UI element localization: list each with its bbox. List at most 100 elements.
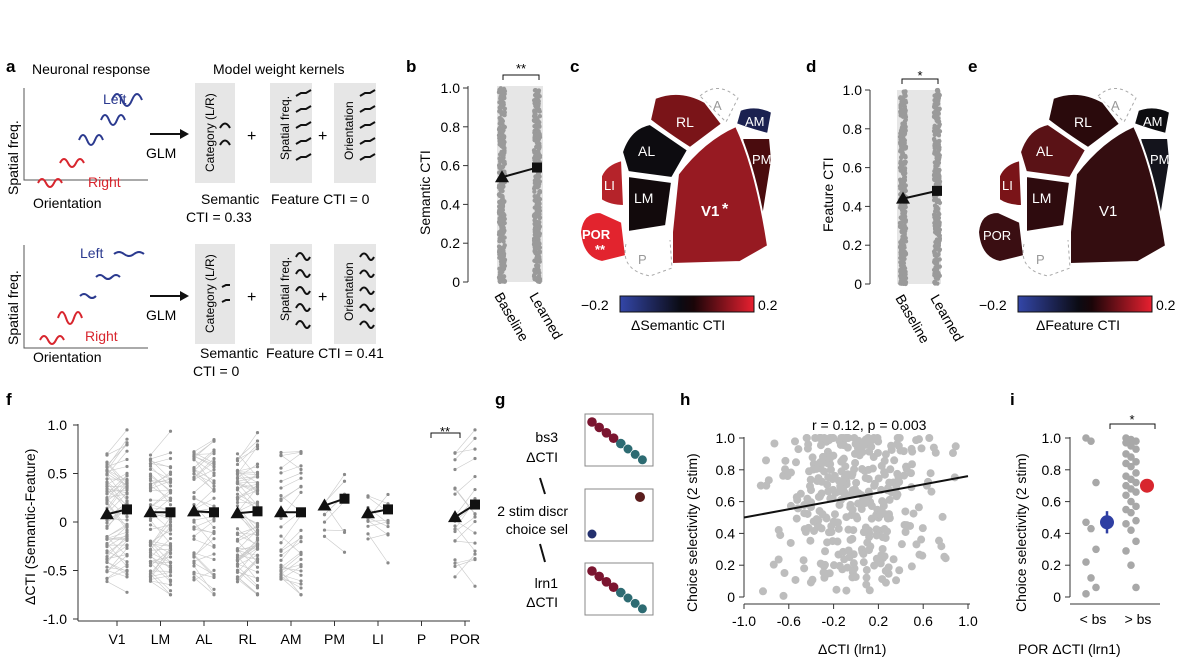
panel-letter-c: c [570,57,579,76]
baseline-dot [192,472,196,476]
learned-dot [473,512,477,516]
plus-sign: + [247,289,256,306]
pair-line [367,520,389,536]
kernel-bar [359,137,376,145]
area-al [1018,122,1088,180]
learned-mean [339,493,350,504]
h-point [816,434,825,442]
h-point [809,465,818,474]
cti-dot [532,184,537,190]
learned-dot [168,488,173,493]
h-point [815,476,824,485]
baseline-dot [148,551,153,555]
learned-dot [255,465,260,469]
wave [79,293,97,299]
i-point [1132,478,1140,487]
h-point [895,566,904,575]
xtick-label: AL [195,631,212,647]
learned-dot [168,465,173,469]
cti-dot [932,280,938,286]
area-am [1132,106,1172,136]
pair-line [106,566,128,571]
glm-label-bottom: GLM [146,307,176,323]
baseline-mean [361,506,375,519]
xtick-label: RL [239,631,257,647]
baseline-dot [192,555,196,559]
learned-dot [125,568,129,573]
cti-dot [502,88,508,94]
pair-line [237,432,258,461]
cti-dot [499,227,504,232]
category-kernel-label: Category (L/R) [203,254,217,333]
cti-dot [902,118,908,124]
baseline-dot [279,553,283,558]
h-point [879,498,888,507]
glm-label-top: GLM [146,145,176,161]
h-fit-line [743,475,969,519]
panel-c: c A RL AM AL PM LI LM V1 * POR ** P −0.2… [570,57,778,333]
baseline-mean [187,504,201,517]
learned-dot [473,456,477,461]
pair-line [150,520,171,544]
learned-dot [255,547,260,551]
area-am-label: AM [745,114,765,129]
h-point [844,434,853,442]
ytick-label: 1.0 [441,80,461,96]
h-point [912,540,921,549]
baseline-dot [235,452,240,456]
h-point [816,441,825,450]
ytick-label: 0 [854,276,862,292]
baseline-dot [105,480,109,484]
pair-line [106,444,128,456]
h-point [799,556,808,565]
baseline-dot [279,577,283,581]
pair-line [367,520,389,522]
h-point [791,458,800,467]
pair-line [454,540,476,544]
h-point [780,569,789,578]
pair-line [106,554,128,559]
h-point [872,531,881,540]
d-xtick-baseline: Baseline [892,292,933,347]
baseline-dot [366,524,370,528]
baseline-dot [453,524,457,528]
pair-line [106,550,128,562]
c-colorbar-label: ΔSemantic CTI [631,317,725,333]
pair-line [193,572,215,578]
por-sig: ** [595,242,606,257]
i-point [1132,516,1140,525]
pair-line [150,541,171,563]
b-ylabel: Semantic CTI [417,150,433,235]
pair-line [193,552,215,560]
area-a-label: A [713,98,722,113]
h-point [816,458,825,467]
b-xtick-learned: Learned [526,290,566,343]
i-point [1127,497,1135,506]
cti-dot [899,229,904,234]
area-rl-label: RL [1074,114,1092,130]
pair-line [280,564,302,576]
baseline-dot [148,464,153,468]
pair-line [454,520,476,534]
learned-dot [473,552,477,556]
i-xlabel: POR ΔCTI (lrn1) [1018,641,1121,657]
cti-dot [537,143,542,149]
baseline-dot [192,559,196,563]
g-label-choice: choice sel [506,521,568,537]
h-ylabel: Choice selectivity (2 stim) [684,453,700,612]
ytick-label: 0.2 [441,235,461,251]
pair-line [106,442,128,471]
panel-i: i Choice selectivity (2 stim) 0 0.2 0.4 0.6… [1010,390,1160,657]
cti-dot [933,162,939,167]
pair-line [106,545,128,560]
panel-letter-g: g [495,390,505,409]
pair-line [193,468,215,482]
baseline-dot [366,519,370,523]
cti-dot [899,109,904,114]
baseline-dot [148,517,153,521]
pair-line [150,475,171,491]
h-point [907,562,916,571]
cti-dot [898,273,903,279]
area-am-label: AM [1143,114,1163,129]
baseline-dot [235,577,240,581]
